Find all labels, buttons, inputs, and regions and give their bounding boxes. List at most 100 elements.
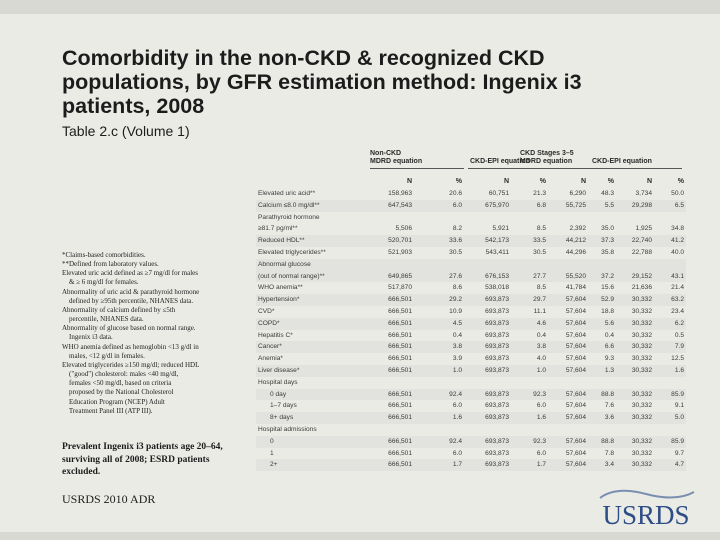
table-cell: 666,501 xyxy=(388,414,412,422)
table-cell: 647,543 xyxy=(388,201,412,209)
group-rule xyxy=(370,168,464,169)
footnote-line: Ingenix i3 data. xyxy=(62,333,113,342)
table-cell: 18.8 xyxy=(601,307,614,315)
row-label: Elevated triglycerides** xyxy=(258,248,326,256)
table-row: Hospital admissions xyxy=(256,424,686,436)
table-cell: 85.9 xyxy=(671,437,684,445)
table-cell: 29.2 xyxy=(449,296,462,304)
row-label: Hypertension* xyxy=(258,296,300,304)
row-label: Hospital days xyxy=(258,378,298,386)
table-row: Hypertension* 666,501 29.2 693,873 29.7 57,60… xyxy=(256,294,686,306)
logo-text: USRDS xyxy=(602,500,689,530)
row-label: 1 xyxy=(270,449,274,457)
group-header-ckd-mdrd: CKD Stages 3–5 MDRD equation xyxy=(520,150,574,165)
usrds-logo-graphic: USRDS xyxy=(599,489,695,530)
table-cell: 92.3 xyxy=(533,390,546,398)
table-cell: 44,212 xyxy=(565,237,586,245)
row-label: Reduced HDL** xyxy=(258,237,305,245)
table-cell: 666,501 xyxy=(388,449,412,457)
table-cell: 63.2 xyxy=(671,296,684,304)
table-cell: 22,740 xyxy=(631,237,652,245)
table-cell: 6.8 xyxy=(536,201,546,209)
table-cell: 6,290 xyxy=(569,190,586,197)
table-cell: 3.6 xyxy=(604,414,614,422)
table-cell: 92.4 xyxy=(449,390,462,398)
group-rule xyxy=(520,168,594,169)
table-cell: 693,873 xyxy=(485,437,509,445)
table-cell: 30,332 xyxy=(631,307,652,315)
slide-title: Comorbidity in the non-CKD & recognized … xyxy=(62,46,582,118)
table-cell: 517,870 xyxy=(388,284,412,292)
table-cell: 33.5 xyxy=(533,237,546,245)
row-label: CVD* xyxy=(258,307,275,315)
row-label: Anemia* xyxy=(258,355,283,363)
table-cell: 3.8 xyxy=(536,343,546,351)
table-cell: 693,873 xyxy=(485,343,509,351)
table-cell: 693,873 xyxy=(485,366,509,374)
table-row: 2+ 666,501 1.7 693,873 1.7 57,604 3.4 30,332 4.7 xyxy=(256,459,686,472)
group-rule xyxy=(468,168,550,169)
table-cell: 542,173 xyxy=(485,237,509,245)
table-cell: 30,332 xyxy=(631,319,652,327)
usrds-logo: USRDS xyxy=(596,488,696,532)
table-cell: 7.9 xyxy=(674,343,684,351)
table-cell: 11.1 xyxy=(533,307,546,315)
table-row: Elevated uric acid** 158,963 20.6 60,751 21.… xyxy=(256,188,686,200)
table-cell: 1.3 xyxy=(604,366,614,374)
table-cell: 1.7 xyxy=(452,461,462,469)
table-cell: 9.1 xyxy=(674,402,684,410)
table-row: 1–7 days 666,501 6.0 693,873 6.0 57,604 7.6 30,… xyxy=(256,400,686,412)
table-cell: 92.3 xyxy=(533,437,546,445)
table-cell: 4.0 xyxy=(536,355,546,363)
footnote-line: & ≥ 6 mg/dl for females. xyxy=(62,278,139,287)
table-cell: 666,501 xyxy=(388,366,412,374)
group-rule xyxy=(592,168,682,169)
table-cell: 22,788 xyxy=(631,248,652,256)
table-cell: 48.3 xyxy=(601,190,614,197)
table-cell: 5.6 xyxy=(604,319,614,327)
table-cell: 666,501 xyxy=(388,390,412,398)
table-cell: 30,332 xyxy=(631,390,652,398)
table-cell: 57,604 xyxy=(565,461,586,469)
footnotes: *Claims-based comorbidities. **Defined fr… xyxy=(62,251,247,416)
table-cell: 29,298 xyxy=(631,201,652,209)
table-cell: 666,501 xyxy=(388,296,412,304)
table-cell: 30,332 xyxy=(631,402,652,410)
table-cell: 30,332 xyxy=(631,449,652,457)
table-cell: 1,925 xyxy=(635,225,652,233)
table-cell: 20.6 xyxy=(449,190,462,197)
table-cell: 5.5 xyxy=(604,201,614,209)
table-cell: 43.1 xyxy=(671,272,684,280)
table-row: COPD* 666,501 4.5 693,873 4.6 57,604 5.6 30,332… xyxy=(256,317,686,330)
table-cell: 8.5 xyxy=(536,284,546,292)
column-header: N xyxy=(646,178,652,185)
table-cell: 10.9 xyxy=(449,307,462,315)
table-cell: 3,734 xyxy=(635,190,652,197)
table-cell: 693,873 xyxy=(485,414,509,422)
table-cell: 57,604 xyxy=(565,437,586,445)
row-label: Abnormal glucose (out of normal range)** xyxy=(258,260,325,280)
table-cell: 666,501 xyxy=(388,355,412,363)
table-cell: 4.6 xyxy=(536,319,546,327)
table-cell: 37.2 xyxy=(601,272,614,280)
row-label: Hospital admissions xyxy=(258,425,317,433)
table-row: Calcium ≤8.0 mg/dl** 647,543 6.0 675,970 6.8… xyxy=(256,199,686,212)
table-cell: 6.5 xyxy=(674,201,684,209)
table-cell: 60,751 xyxy=(488,190,509,197)
footnote-line: females <50 mg/dl, based on criteria xyxy=(62,379,172,388)
table-cell: 85.9 xyxy=(671,390,684,398)
table-cell: 30,332 xyxy=(631,331,652,339)
table-cell: 6.2 xyxy=(674,319,684,327)
table-cell: 30,332 xyxy=(631,437,652,445)
table-row: Hospital days xyxy=(256,377,686,389)
table-cell: 666,501 xyxy=(388,319,412,327)
table-row: Hepatitis C* 666,501 0.4 693,873 0.4 57,604 0.… xyxy=(256,330,686,342)
table-row: Cancer* 666,501 3.8 693,873 3.8 57,604 6.6 30,3… xyxy=(256,341,686,354)
table-cell: 30,332 xyxy=(631,366,652,374)
table-cell: 0.4 xyxy=(452,331,462,339)
top-band xyxy=(0,0,720,14)
table-cell: 57,604 xyxy=(565,355,586,363)
table-row: Anemia* 666,501 3.9 693,873 4.0 57,604 9.3 30,3… xyxy=(256,353,686,365)
table-cell: 7.6 xyxy=(604,402,614,410)
table-cell: 693,873 xyxy=(485,331,509,339)
